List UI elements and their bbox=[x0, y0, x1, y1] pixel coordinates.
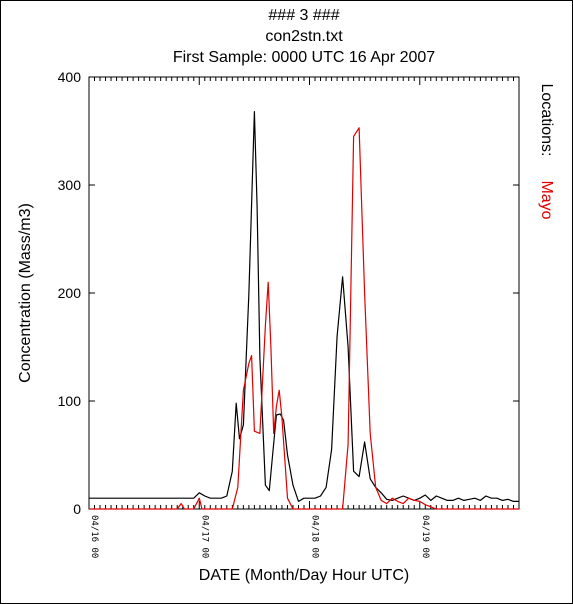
y-axis-label: Concentration (Mass/m3) bbox=[17, 203, 34, 383]
y-tick-label: 300 bbox=[58, 177, 82, 193]
chart-title-line-1: ### 3 ### bbox=[268, 7, 339, 24]
legend-entry-mayo: Mayo bbox=[538, 180, 555, 219]
y-tick-label: 0 bbox=[73, 501, 81, 517]
y-tick-label: 100 bbox=[58, 393, 82, 409]
series-group bbox=[89, 111, 519, 510]
chart-title-line-3: First Sample: 0000 UTC 16 Apr 2007 bbox=[173, 49, 435, 66]
chart-title-line-2: con2stn.txt bbox=[265, 28, 343, 45]
series-line-series-1 bbox=[89, 111, 519, 502]
y-tick-label: 400 bbox=[58, 69, 82, 85]
y-axis-ticks: 0 100 200 300 400 bbox=[58, 69, 519, 517]
y-tick-label: 200 bbox=[58, 285, 82, 301]
x-axis-minor-ticks bbox=[88, 77, 520, 509]
series-line-mayo bbox=[89, 127, 519, 510]
locations-label: Locations: bbox=[538, 84, 555, 157]
x-axis-ticks: 04/16 00 04/17 00 04/18 00 04/19 00 bbox=[89, 515, 430, 558]
x-tick-label: 04/17 00 bbox=[199, 515, 209, 558]
x-axis-label: DATE (Month/Day Hour UTC) bbox=[199, 567, 409, 584]
x-tick-label: 04/18 00 bbox=[310, 515, 320, 558]
plot-area bbox=[88, 76, 520, 510]
x-tick-label: 04/19 00 bbox=[420, 515, 430, 558]
x-tick-label: 04/16 00 bbox=[89, 515, 99, 558]
